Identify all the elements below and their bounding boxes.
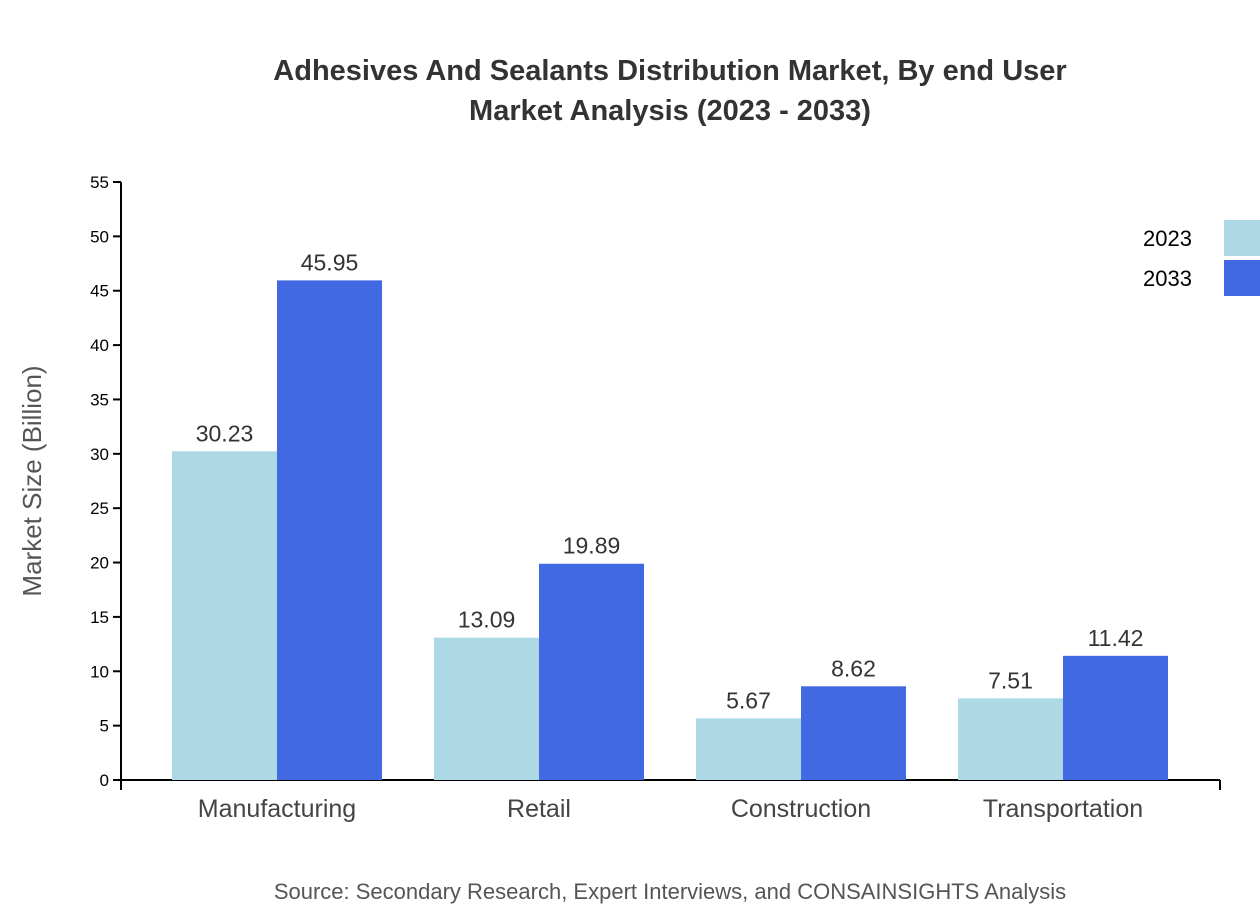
y-tick-label: 35	[90, 390, 109, 409]
data-label: 7.51	[988, 667, 1033, 693]
axes: 0 5 10 15 20 25 30 35 40 45 50 55 Manufacturing Retai…	[90, 173, 1221, 823]
y-tick-label: 5	[100, 717, 109, 736]
legend-swatch	[1224, 260, 1260, 296]
data-label: 30.23	[196, 420, 254, 446]
bar-2033	[539, 563, 644, 780]
chart-title-line-1: Adhesives And Sealants Distribution Mark…	[273, 55, 1066, 87]
x-tick-label: Transportation	[983, 795, 1143, 823]
y-tick-label: 40	[90, 336, 109, 355]
data-label: 13.09	[458, 607, 516, 633]
data-label: 5.67	[726, 687, 771, 713]
x-tick-label: Retail	[507, 795, 571, 823]
y-axis-label: Market Size (Billion)	[17, 365, 47, 596]
y-tick-label: 15	[90, 608, 109, 627]
legend-label: 2033	[1143, 266, 1192, 291]
y-tick-label: 25	[90, 499, 109, 518]
y-tick-label: 55	[90, 173, 109, 192]
bar-2023	[958, 698, 1063, 780]
legend-swatch	[1224, 220, 1260, 256]
bars: 30.23 45.95 13.09 19.89 5.67 8.62 7.51 11.42	[172, 249, 1168, 780]
data-label: 19.89	[563, 533, 621, 559]
x-tick-label: Construction	[731, 795, 871, 823]
bar-2033	[1063, 655, 1168, 780]
x-tick-label: Manufacturing	[198, 795, 356, 823]
y-tick-label: 30	[90, 445, 109, 464]
bar-2023	[172, 451, 277, 780]
legend-label: 2023	[1143, 226, 1192, 251]
bar-2023	[434, 637, 539, 780]
bar-2033	[277, 280, 382, 780]
bar-2033	[801, 686, 906, 780]
y-tick-label: 20	[90, 554, 109, 573]
data-label: 45.95	[301, 249, 359, 275]
y-tick-label: 50	[90, 227, 109, 246]
data-label: 11.42	[1088, 625, 1144, 651]
legend: 2023 2033	[1143, 220, 1260, 296]
data-label: 8.62	[831, 655, 876, 681]
y-tick-label: 45	[90, 282, 109, 301]
source-note: Source: Secondary Research, Expert Inter…	[274, 879, 1066, 904]
bar-2023	[696, 718, 801, 780]
chart-title-line-2: Market Analysis (2023 - 2033)	[469, 95, 871, 127]
y-tick-label: 10	[90, 662, 109, 681]
y-tick-label: 0	[100, 771, 109, 790]
